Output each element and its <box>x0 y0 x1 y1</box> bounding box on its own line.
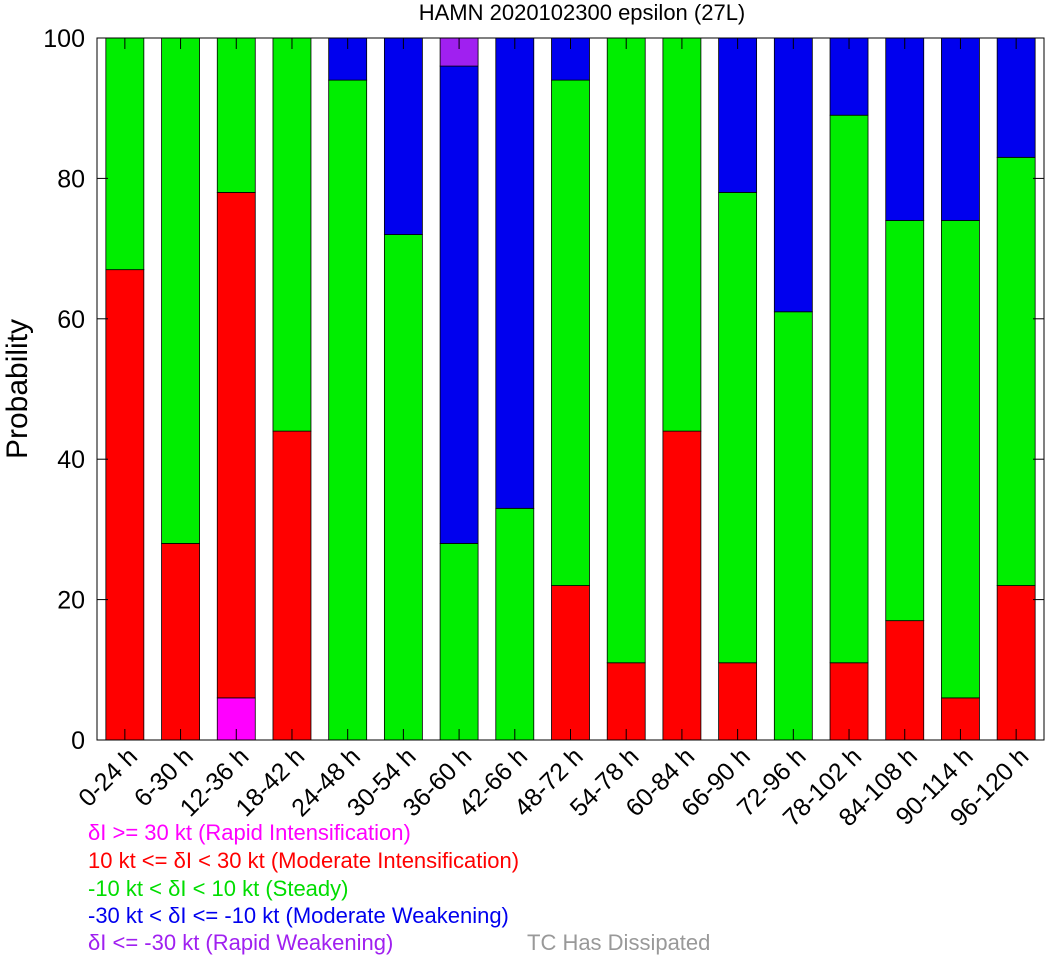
legend-entry: -10 kt < δI < 10 kt (Steady) <box>88 876 348 901</box>
bar-segment-17-series-2 <box>996 585 1036 741</box>
bar-segment-15-series-4 <box>885 37 925 221</box>
y-axis: 0 20 40 60 80 100 <box>43 25 1044 755</box>
chart-title: HAMN 2020102300 epsilon (27L) <box>419 0 746 25</box>
bar-segment-11-series-3 <box>662 37 702 432</box>
bar-segment-14-series-2 <box>829 662 869 741</box>
bar-segment-4-series-3 <box>272 37 312 432</box>
y-tick-label: 100 <box>43 25 85 53</box>
bar-segment-6-series-3 <box>383 234 423 741</box>
bar-segment-10-series-3 <box>606 37 646 664</box>
bar-segment-17-series-3 <box>996 156 1036 586</box>
bar-segment-12-series-4 <box>718 37 758 193</box>
y-axis-label: Probability <box>1 319 34 459</box>
bar-segment-17-series-4 <box>996 37 1036 158</box>
bar-segment-1-series-3 <box>105 37 145 271</box>
bar-segment-13-series-3 <box>773 311 813 741</box>
bar-segment-16-series-3 <box>941 220 980 699</box>
bar-segment-12-series-2 <box>718 662 758 741</box>
bar-segment-3-series-2 <box>216 192 256 699</box>
bar-segment-14-series-3 <box>829 114 869 664</box>
legend-entry: 10 kt <= δI < 30 kt (Moderate Intensific… <box>88 848 519 873</box>
bar-segment-7-series-3 <box>439 543 479 741</box>
bar-segment-2-series-3 <box>161 37 200 544</box>
y-tick-label: 80 <box>57 165 85 193</box>
bar-group <box>105 37 1036 741</box>
bar-segment-1-series-2 <box>105 269 145 741</box>
bar-segment-3-series-3 <box>216 37 256 193</box>
legend-entry: δI >= 30 kt (Rapid Intensification) <box>88 820 411 845</box>
bar-segment-12-series-3 <box>718 192 758 664</box>
y-tick-label: 20 <box>57 587 85 615</box>
bar-segment-8-series-3 <box>495 507 535 741</box>
bar-segment-7-series-4 <box>439 65 479 544</box>
y-tick-label: 40 <box>57 446 85 474</box>
bar-segment-4-series-2 <box>272 430 312 741</box>
bar-segment-10-series-2 <box>606 662 646 741</box>
bar-segment-16-series-4 <box>941 37 980 221</box>
bar-segment-9-series-3 <box>551 79 590 586</box>
legend-entry: δI <= -30 kt (Rapid Weakening) <box>88 930 393 955</box>
bar-segment-5-series-3 <box>328 79 368 741</box>
bar-segment-13-series-4 <box>773 37 813 313</box>
bar-segment-15-series-3 <box>885 220 925 622</box>
bar-segment-15-series-2 <box>885 620 925 741</box>
bar-segment-11-series-2 <box>662 430 702 741</box>
legend-entry: -30 kt < δI <= -10 kt (Moderate Weakenin… <box>88 903 509 928</box>
bar-segment-8-series-4 <box>495 37 535 509</box>
bar-segment-9-series-2 <box>551 585 590 741</box>
y-tick-label: 0 <box>71 727 85 755</box>
bar-segment-9-series-4 <box>551 37 590 81</box>
bar-segment-2-series-2 <box>161 543 200 741</box>
bar-segment-14-series-4 <box>829 37 869 116</box>
y-tick-label: 60 <box>57 306 85 334</box>
legend: δI >= 30 kt (Rapid Intensification) 10 kt… <box>88 820 710 955</box>
bar-segment-6-series-4 <box>383 37 423 235</box>
legend-entry-dissipated: TC Has Dissipated <box>527 930 710 955</box>
